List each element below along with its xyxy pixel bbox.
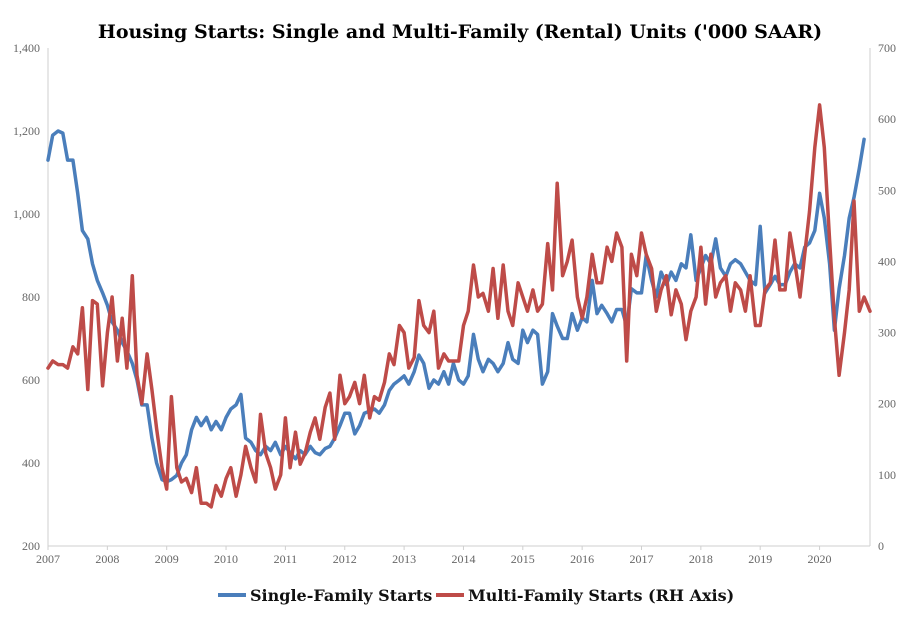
series-lines <box>46 103 872 509</box>
x-tick-label: 2011 <box>274 552 298 566</box>
left-y-tick-label: 400 <box>22 456 40 470</box>
single-family-starts-line <box>46 129 866 484</box>
legend-label-multi-family: Multi-Family Starts (RH Axis) <box>468 586 734 605</box>
x-tick-label: 2018 <box>689 552 713 566</box>
multi-family-starts-line <box>46 103 872 509</box>
left-y-tick-label: 1,400 <box>13 41 40 55</box>
x-tick-label: 2016 <box>570 552 594 566</box>
left-y-tick-label: 200 <box>22 539 40 553</box>
x-tick-label: 2015 <box>511 552 535 566</box>
left-y-tick-label: 600 <box>22 373 40 387</box>
right-y-tick-label: 100 <box>878 468 896 482</box>
right-y-tick-label: 400 <box>878 254 896 268</box>
right-y-tick-label: 700 <box>878 41 896 55</box>
right-y-tick-labels: 0 100 200 300 400 500 600 700 <box>878 41 896 553</box>
right-y-tick-label: 0 <box>878 539 884 553</box>
x-tick-label: 2013 <box>392 552 416 566</box>
x-tick-label: 2007 <box>36 552 60 566</box>
right-y-tick-label: 300 <box>878 326 896 340</box>
x-tick-label: 2010 <box>214 552 238 566</box>
x-tick-labels: 2007 2008 2009 2010 2011 2012 2013 2014 2015 2016… <box>36 546 832 566</box>
left-y-tick-label: 800 <box>22 290 40 304</box>
x-tick-label: 2008 <box>95 552 119 566</box>
legend: Single-Family Starts Multi-Family Starts… <box>218 586 734 605</box>
right-y-tick-label: 500 <box>878 183 896 197</box>
legend-label-single-family: Single-Family Starts <box>250 586 432 605</box>
x-tick-label: 2014 <box>451 552 475 566</box>
x-tick-label: 2009 <box>155 552 179 566</box>
x-tick-label: 2019 <box>748 552 772 566</box>
left-y-tick-label: 1,000 <box>13 207 40 221</box>
left-y-tick-labels: 200 400 600 800 1,000 1,200 1,400 <box>13 41 40 553</box>
right-y-tick-label: 200 <box>878 397 896 411</box>
chart-title: Housing Starts: Single and Multi-Family … <box>98 21 822 43</box>
right-y-tick-label: 600 <box>878 112 896 126</box>
left-y-tick-label: 1,200 <box>13 124 40 138</box>
x-tick-label: 2012 <box>333 552 357 566</box>
x-tick-label: 2017 <box>630 552 654 566</box>
x-tick-label: 2020 <box>808 552 832 566</box>
